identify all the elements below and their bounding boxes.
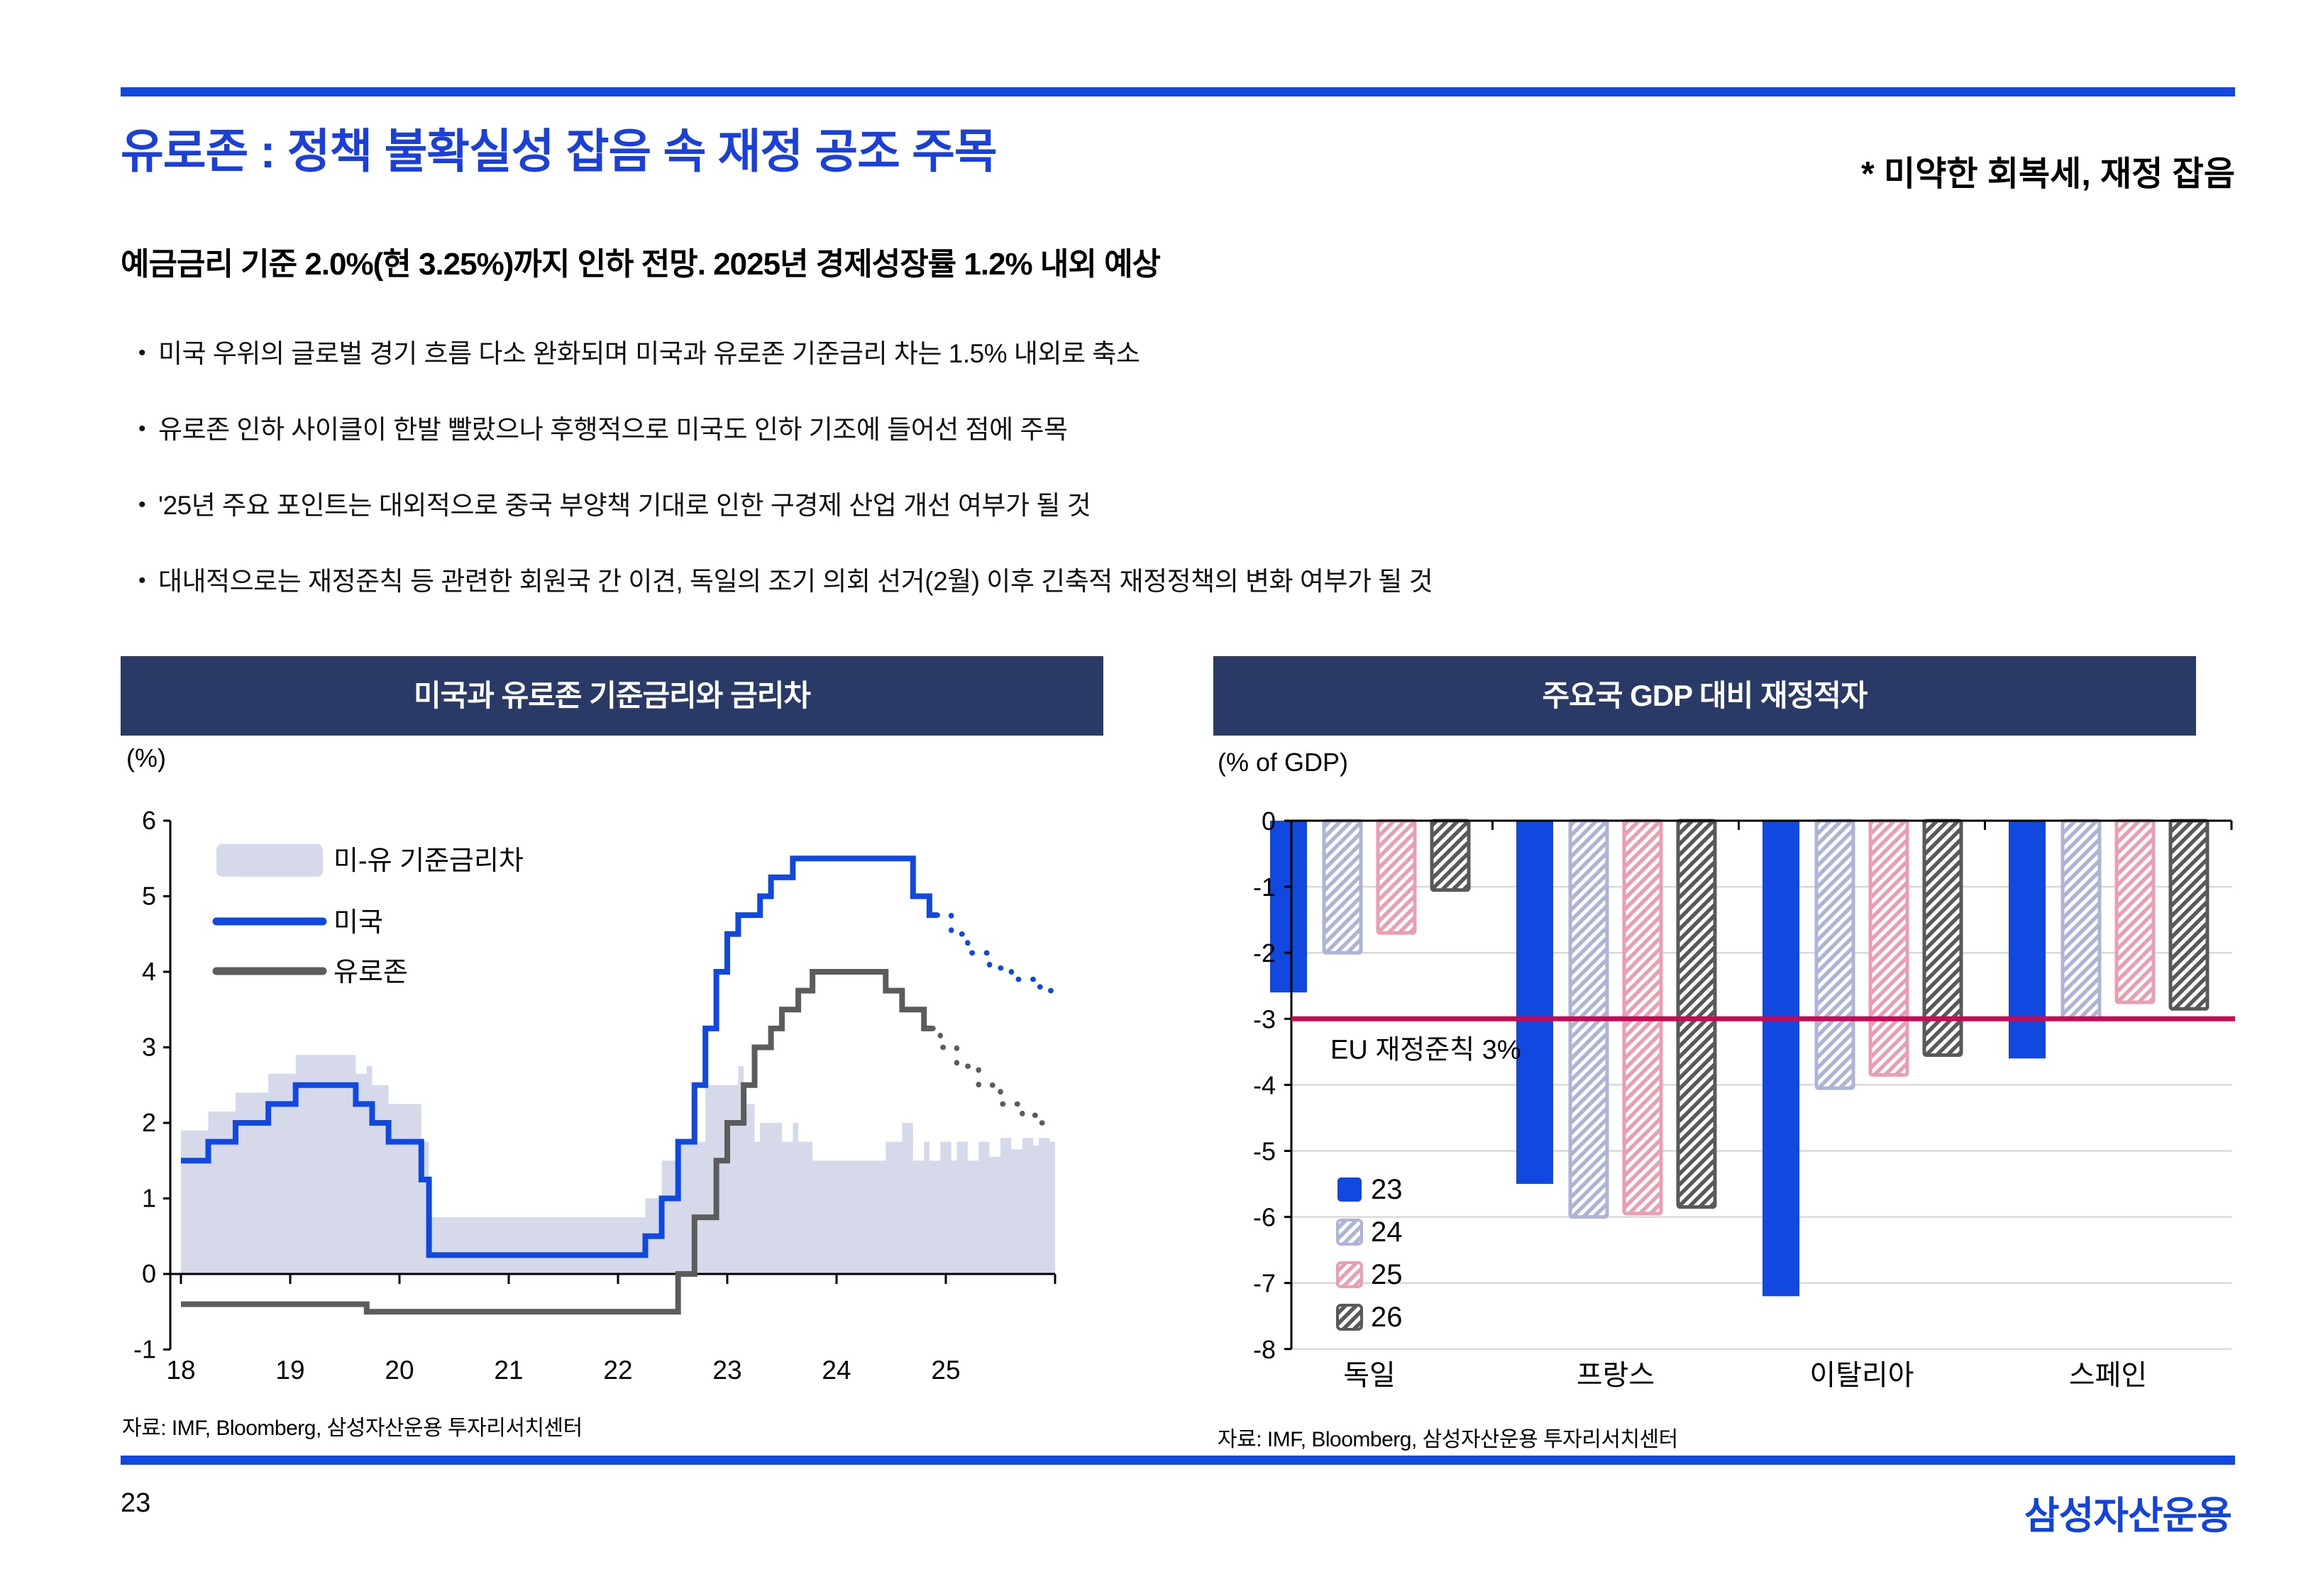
y-tick-label: -1: [133, 1335, 156, 1364]
legend-label: 미국: [333, 908, 383, 938]
bullet-text: 유로존 인하 사이클이 한발 빨랐으나 후행적으로 미국도 인하 기조에 들어선…: [158, 415, 1068, 444]
y-tick-label: 3: [142, 1033, 156, 1062]
x-tick-label: 24: [822, 1356, 851, 1385]
bar-스페인-23: [2009, 821, 2046, 1059]
y-tick-label: -5: [1253, 1137, 1276, 1166]
series-line-유로존: [181, 969, 933, 1315]
x-tick-label: 18: [166, 1356, 195, 1385]
bullet-icon: •: [138, 417, 146, 440]
y-tick-label: 1: [142, 1184, 156, 1213]
x-tick-label: 23: [712, 1356, 741, 1385]
bullet-item: • 유로존 인하 사이클이 한발 빨랐으나 후행적으로 미국도 인하 기조에 들어…: [138, 408, 2196, 446]
x-tick-label: 20: [385, 1356, 414, 1385]
y-tick-label: 4: [142, 957, 156, 986]
series-forecast-유로존: [929, 1026, 1058, 1126]
legend-swatch-25: [1336, 1261, 1363, 1288]
bullet-icon: •: [138, 569, 146, 592]
rates-chart-unit-label: (%): [126, 743, 166, 772]
legend-label: 26: [1371, 1302, 1403, 1333]
series-line-미국: [181, 855, 937, 1258]
category-label: 프랑스: [1577, 1360, 1655, 1391]
y-tick-label: 2: [142, 1108, 156, 1137]
y-tick-label: -4: [1253, 1070, 1276, 1099]
y-tick-label: -3: [1253, 1004, 1276, 1033]
bar-이탈리아-25: [1868, 819, 1909, 1077]
bullet-text: 대내적으로는 재정준칙 등 관련한 회원국 간 이견, 독일의 조기 의회 선거…: [158, 567, 1433, 596]
y-tick-label: -2: [1253, 938, 1276, 968]
deficit-chart-source: 자료: IMF, Bloomberg, 삼성자산운용 투자리서치센터: [1218, 1428, 1678, 1451]
title-side-note: * 미약한 회복세, 재정 잡음: [1861, 155, 2235, 193]
page-title: 유로존 : 정책 불확실성 잡음 속 재정 공조 주목: [121, 125, 998, 177]
legend-swatch-23: [1337, 1177, 1362, 1202]
deficit-bar-chart: 독일 프랑스 이탈리아 스페인 0 -1 -2 -3 -4 -5 -6 -7 -8 EU 재정준칙 3% 2…: [1253, 807, 2235, 1391]
rates-chart-title: 미국과 유로존 기준금리와 금리차: [121, 656, 1103, 736]
bullet-item: • 대내적으로는 재정준칙 등 관련한 회원국 간 이견, 독일의 조기 의회 선…: [138, 560, 2196, 598]
x-tick-label: 25: [931, 1356, 960, 1385]
rate-gap-area: [181, 1055, 1055, 1274]
legend-swatch-24: [1336, 1219, 1363, 1246]
bar-이탈리아-23: [1762, 821, 1799, 1297]
x-tick-label: 21: [494, 1356, 523, 1385]
y-tick-label: -7: [1253, 1269, 1276, 1298]
legend-area-swatch: [216, 844, 323, 877]
page-number: 23: [121, 1488, 151, 1518]
footer-divider: [121, 1456, 2235, 1465]
bar-독일-24: [1322, 819, 1363, 955]
deficit-legend: 23 24 25 26: [1336, 1174, 1403, 1333]
rates-chart-source: 자료: IMF, Bloomberg, 삼성자산운용 투자리서치센터: [122, 1417, 583, 1440]
bullet-list: • 미국 우위의 글로벌 경기 흐름 다소 완화되며 미국과 유로존 기준금리 차…: [138, 332, 2196, 636]
x-tick-label: 19: [275, 1356, 304, 1385]
category-label: 독일: [1343, 1360, 1396, 1391]
bar-독일-23: [1270, 821, 1307, 993]
bar-스페인-24: [2060, 819, 2102, 1021]
category-label: 이탈리아: [1809, 1360, 1914, 1391]
bar-스페인-25: [2114, 819, 2156, 1004]
bar-프랑스-23: [1516, 821, 1553, 1184]
samsung-asset-management-logo: 삼성자산운용: [2024, 1495, 2232, 1537]
subtitle: 예금금리 기준 2.0%(현 3.25%)까지 인하 전망. 2025년 경제성…: [121, 247, 1161, 282]
y-tick-label: 5: [142, 882, 156, 911]
category-label: 스페인: [2069, 1360, 2147, 1391]
legend-label: 25: [1371, 1259, 1403, 1290]
bullet-item: • '25년 주요 포인트는 대외적으로 중국 부양책 기대로 인한 구경제 산업…: [138, 484, 2196, 522]
bar-스페인-26: [2168, 819, 2210, 1011]
bar-프랑스-26: [1676, 819, 1717, 1209]
bullet-icon: •: [138, 493, 146, 516]
bar-독일-26: [1430, 819, 1471, 892]
y-tick-label: -1: [1253, 872, 1276, 902]
eu-fiscal-rule-label: EU 재정준칙 3%: [1330, 1035, 1521, 1065]
bar-독일-25: [1376, 819, 1417, 935]
top-divider: [121, 87, 2235, 96]
deficit-chart-title: 주요국 GDP 대비 재정적자: [1213, 656, 2196, 736]
bullet-item: • 미국 우위의 글로벌 경기 흐름 다소 완화되며 미국과 유로존 기준금리 차…: [138, 332, 2196, 370]
y-tick-label: -6: [1253, 1203, 1276, 1232]
legend-label: 23: [1371, 1174, 1403, 1205]
legend-swatch-26: [1336, 1304, 1363, 1331]
bullet-text: 미국 우위의 글로벌 경기 흐름 다소 완화되며 미국과 유로존 기준금리 차는…: [158, 339, 1140, 368]
y-tick-label: -8: [1253, 1335, 1276, 1364]
deficit-chart-unit-label: (% of GDP): [1218, 748, 1349, 777]
x-tick-label: 22: [603, 1356, 632, 1385]
bullet-text: '25년 주요 포인트는 대외적으로 중국 부양책 기대로 인한 구경제 산업 …: [158, 491, 1091, 520]
y-tick-label: 6: [142, 806, 156, 835]
legend-label: 유로존: [333, 958, 408, 987]
y-tick-label: 0: [1262, 807, 1276, 836]
bullet-icon: •: [138, 341, 146, 365]
series-forecast-미국: [934, 912, 1058, 994]
legend-label: 24: [1371, 1217, 1403, 1248]
legend-label: 미-유 기준금리차: [333, 846, 524, 876]
bar-이탈리아-24: [1814, 819, 1855, 1090]
y-tick-label: 0: [142, 1259, 156, 1288]
